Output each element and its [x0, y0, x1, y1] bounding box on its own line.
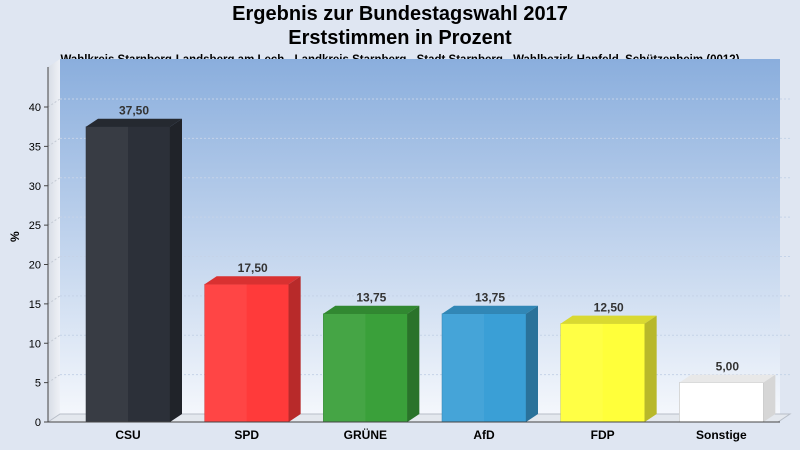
data-label: 5,00	[716, 360, 740, 374]
bar-fdp: 12,50	[560, 301, 657, 423]
bar	[85, 126, 171, 423]
y-tick-label: 25	[29, 220, 41, 232]
bar-top	[679, 374, 776, 383]
y-tick-label: 20	[29, 260, 41, 272]
data-label: 37,50	[119, 104, 149, 118]
bar-highlight	[560, 323, 603, 422]
y-tick-label: 5	[35, 378, 41, 390]
x-tick-label: Sonstige	[696, 428, 747, 442]
x-tick-label: FDP	[591, 428, 615, 442]
y-tick-label: 35	[29, 141, 41, 153]
chart-title: Ergebnis zur Bundestagswahl 2017	[232, 3, 568, 25]
plot-side-wall	[48, 59, 60, 422]
bar-side	[763, 374, 776, 422]
bar-afd: 13,75	[441, 291, 538, 423]
bar-side	[170, 118, 182, 422]
bar-top	[86, 118, 182, 127]
y-tick-label: 10	[29, 338, 41, 350]
bar-top	[442, 305, 538, 314]
y-tick-label: 15	[29, 299, 41, 311]
gridline-side	[47, 374, 61, 384]
data-label: 12,50	[594, 301, 624, 315]
data-label: 13,75	[356, 291, 386, 305]
bar-sonstige: 5,00	[679, 360, 776, 423]
bar-top	[560, 315, 657, 324]
data-label: 13,75	[475, 291, 505, 305]
bar	[560, 323, 645, 423]
gridline-side	[47, 256, 61, 265]
bar-spd: 17,50	[204, 261, 301, 423]
bar-highlight	[679, 382, 722, 422]
gridline-side	[47, 295, 61, 305]
y-tick-label: 30	[29, 181, 41, 193]
chart-title-line2: Erststimmen in Prozent	[288, 27, 512, 49]
bar-highlight	[204, 284, 247, 422]
y-tick-label: 40	[29, 102, 41, 114]
gridline-side	[47, 177, 61, 187]
bar-side	[288, 276, 301, 422]
bar-highlight	[442, 313, 484, 422]
bar-top	[204, 276, 301, 285]
bar-side	[644, 315, 657, 422]
gridline-side	[47, 216, 61, 226]
bar-side	[526, 305, 538, 422]
gridline-side	[47, 334, 61, 344]
bar-grüne: 13,75	[323, 291, 420, 423]
x-tick-label: AfD	[473, 428, 495, 442]
bar-highlight	[323, 313, 366, 422]
x-tick-label: GRÜNE	[344, 427, 387, 442]
bar-highlight	[86, 126, 128, 422]
bar-csu: 37,50	[85, 104, 182, 423]
bar	[204, 283, 289, 423]
bar	[323, 313, 408, 423]
y-tick-label: 0	[35, 417, 41, 429]
gridline-side	[47, 98, 61, 108]
bar-side	[407, 305, 420, 422]
x-tick-label: CSU	[115, 428, 140, 442]
x-tick-label: SPD	[234, 428, 259, 442]
bar-top	[323, 305, 420, 314]
gridline-side	[47, 137, 61, 147]
data-label: 17,50	[238, 261, 268, 275]
